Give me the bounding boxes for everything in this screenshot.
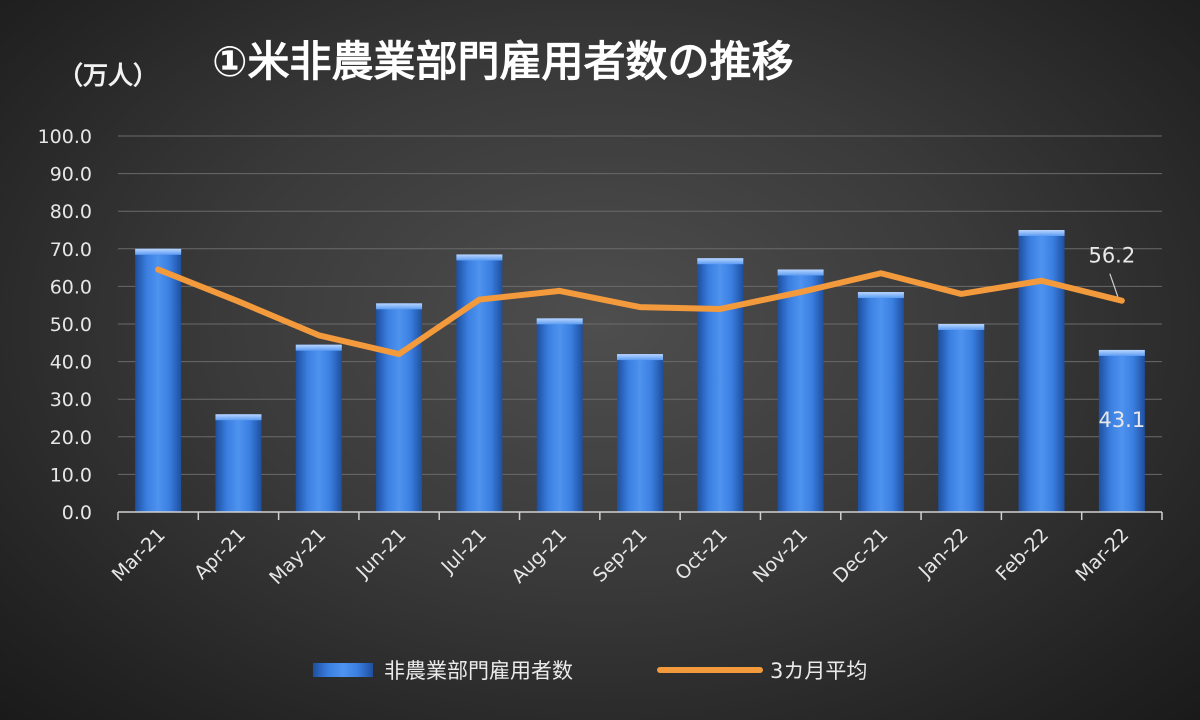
line-data-label: 56.2 — [1088, 244, 1135, 268]
bar — [295, 344, 342, 512]
bar — [536, 318, 583, 512]
bar-top-highlight — [1098, 349, 1145, 356]
bar-top-highlight — [697, 258, 744, 265]
x-tick-label: Jan-22 — [914, 524, 973, 583]
y-tick-label: 50.0 — [50, 314, 92, 336]
data-labels: 43.1 56.2 — [1088, 244, 1145, 432]
bar — [215, 414, 262, 512]
bar-series — [135, 230, 1145, 513]
x-tick-label: Jun-21 — [351, 524, 410, 583]
y-tick-label: 0.0 — [62, 502, 92, 524]
x-tick-label: Dec-21 — [829, 524, 893, 588]
x-axis-ticks: Mar-21 Apr-21 May-21 Jun-21 Jul-21 Aug-21 Sep-… — [108, 524, 1134, 589]
bar — [456, 254, 503, 512]
x-tick-label: Mar-21 — [108, 524, 170, 586]
bar — [697, 258, 744, 512]
bar — [777, 269, 824, 512]
y-tick-label: 70.0 — [50, 239, 92, 261]
y-tick-label: 40.0 — [50, 352, 92, 374]
bar-top-highlight — [215, 414, 262, 421]
x-tick-label: Oct-21 — [671, 524, 732, 585]
y-tick-label: 60.0 — [50, 276, 92, 298]
chart-title: ①米非農業部門雇用者数の推移 — [212, 37, 794, 86]
y-axis-ticks: 0.0 10.0 20.0 30.0 40.0 50.0 60.0 70.0 80.0 90.0 1… — [38, 126, 92, 524]
line-3month-average — [155, 266, 1125, 358]
x-tick-label: Aug-21 — [507, 524, 571, 588]
y-tick-label: 100.0 — [38, 126, 92, 148]
x-tick-label: Apr-21 — [190, 524, 250, 584]
y-tick-label: 20.0 — [50, 427, 92, 449]
x-tick-label: Jul-21 — [436, 524, 490, 578]
bar-top-highlight — [536, 318, 583, 325]
bar — [1018, 230, 1065, 512]
x-tick-label: Sep-21 — [589, 524, 652, 587]
data-label-leader — [1109, 273, 1119, 297]
bar — [857, 292, 904, 512]
bar-top-highlight — [1018, 230, 1065, 236]
y-tick-label: 90.0 — [50, 164, 92, 186]
bar — [376, 303, 423, 512]
bar-top-highlight — [617, 354, 663, 361]
legend-label-line: 3カ月平均 — [770, 659, 867, 683]
bar-top-highlight — [376, 303, 423, 310]
legend-swatch-bar — [313, 663, 373, 677]
bar-top-highlight — [456, 254, 503, 261]
bar-top-highlight — [135, 248, 182, 255]
bar — [1098, 349, 1145, 512]
bar-top-highlight — [857, 292, 904, 299]
bar — [135, 248, 182, 513]
bar-data-label: 43.1 — [1098, 408, 1145, 432]
legend: 非農業部門雇用者数 3カ月平均 — [313, 659, 867, 683]
bar — [617, 354, 663, 512]
x-tick-label: Feb-22 — [992, 524, 1053, 585]
bar-top-highlight — [938, 324, 985, 330]
y-tick-label: 80.0 — [50, 201, 92, 223]
y-tick-label: 10.0 — [50, 464, 92, 486]
x-tick-label: Mar-22 — [1071, 524, 1133, 586]
y-tick-label: 30.0 — [50, 389, 92, 411]
x-tick-label: Nov-21 — [749, 524, 812, 587]
line-series — [155, 266, 1125, 358]
unit-label: （万人） — [58, 61, 158, 90]
bar-top-highlight — [777, 269, 824, 276]
x-axis — [117, 511, 1163, 520]
legend-label-bar: 非農業部門雇用者数 — [384, 659, 573, 683]
x-tick-label: May-21 — [265, 524, 330, 589]
bar — [938, 324, 985, 512]
gridlines — [118, 135, 1162, 475]
bar-top-highlight — [295, 344, 342, 351]
